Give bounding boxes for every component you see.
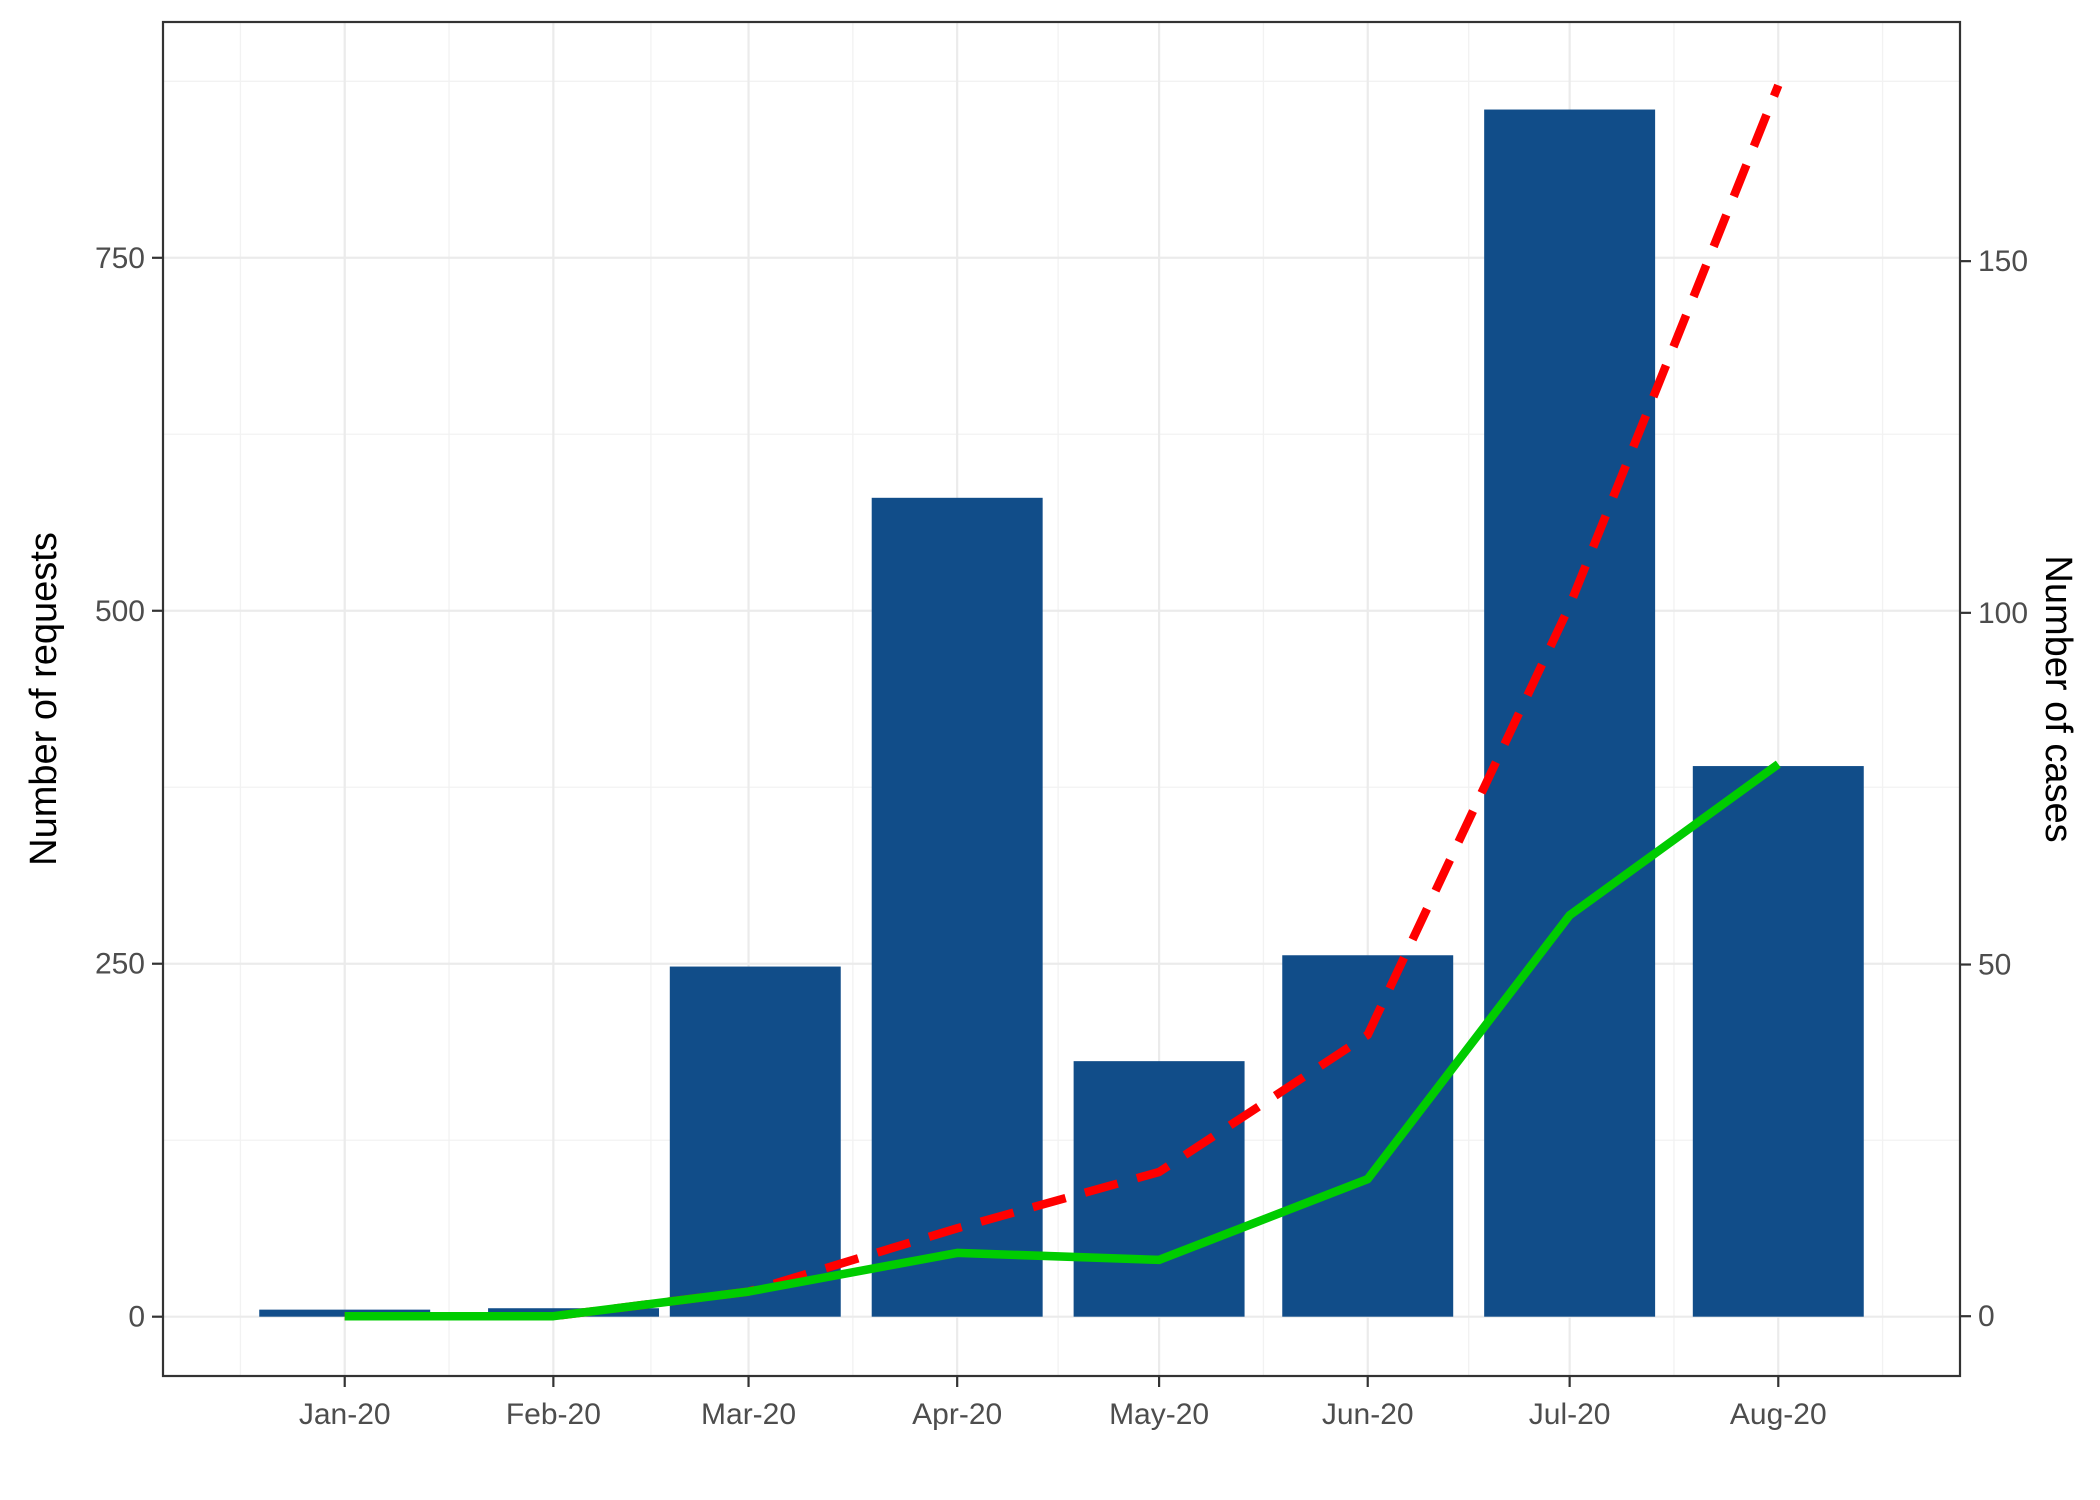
- bar: [1282, 955, 1454, 1317]
- y-tick-label-left: 750: [95, 242, 145, 275]
- x-tick-label: Jun-20: [1322, 1398, 1414, 1431]
- bars: [259, 109, 1864, 1317]
- x-tick-label: Aug-20: [1730, 1398, 1827, 1431]
- grid-minor: [163, 22, 1960, 1376]
- y-tick-label-right: 0: [1978, 1300, 1995, 1333]
- lines: [344, 83, 1783, 1321]
- y-tick-label-right: 100: [1978, 597, 2028, 630]
- axis-right: 0 50 100 150: [1960, 245, 2028, 1333]
- bar: [1692, 766, 1864, 1317]
- x-tick-label: May-20: [1109, 1398, 1209, 1431]
- y-tick-label-left: 0: [128, 1301, 145, 1334]
- y-tick-label-right: 50: [1978, 949, 2011, 982]
- y-tick-label-left: 500: [95, 595, 145, 628]
- axis-bottom: Jan-20 Feb-20 Mar-20 Apr-20 May-20 Jun-20 Jul-…: [299, 1376, 1827, 1431]
- plot-panel-border: [161, 20, 1962, 1378]
- y-tick-label-right: 150: [1978, 245, 2028, 278]
- bar: [871, 497, 1043, 1317]
- x-tick-label: Feb-20: [506, 1398, 601, 1431]
- axis-left: 0 250 500 750: [95, 242, 163, 1334]
- bar: [669, 966, 841, 1317]
- x-tick-label: Jan-20: [299, 1398, 391, 1431]
- bar: [1484, 109, 1656, 1317]
- x-tick-label: Apr-20: [912, 1398, 1002, 1431]
- x-tick-label: Jul-20: [1529, 1398, 1611, 1431]
- y-axis-title-right: Number of cases: [2037, 555, 2079, 842]
- solid-line-series: [344, 760, 1781, 1321]
- x-tick-label: Mar-20: [701, 1398, 796, 1431]
- y-tick-label-left: 250: [95, 948, 145, 981]
- y-axis-title-left: Number of requests: [23, 532, 65, 866]
